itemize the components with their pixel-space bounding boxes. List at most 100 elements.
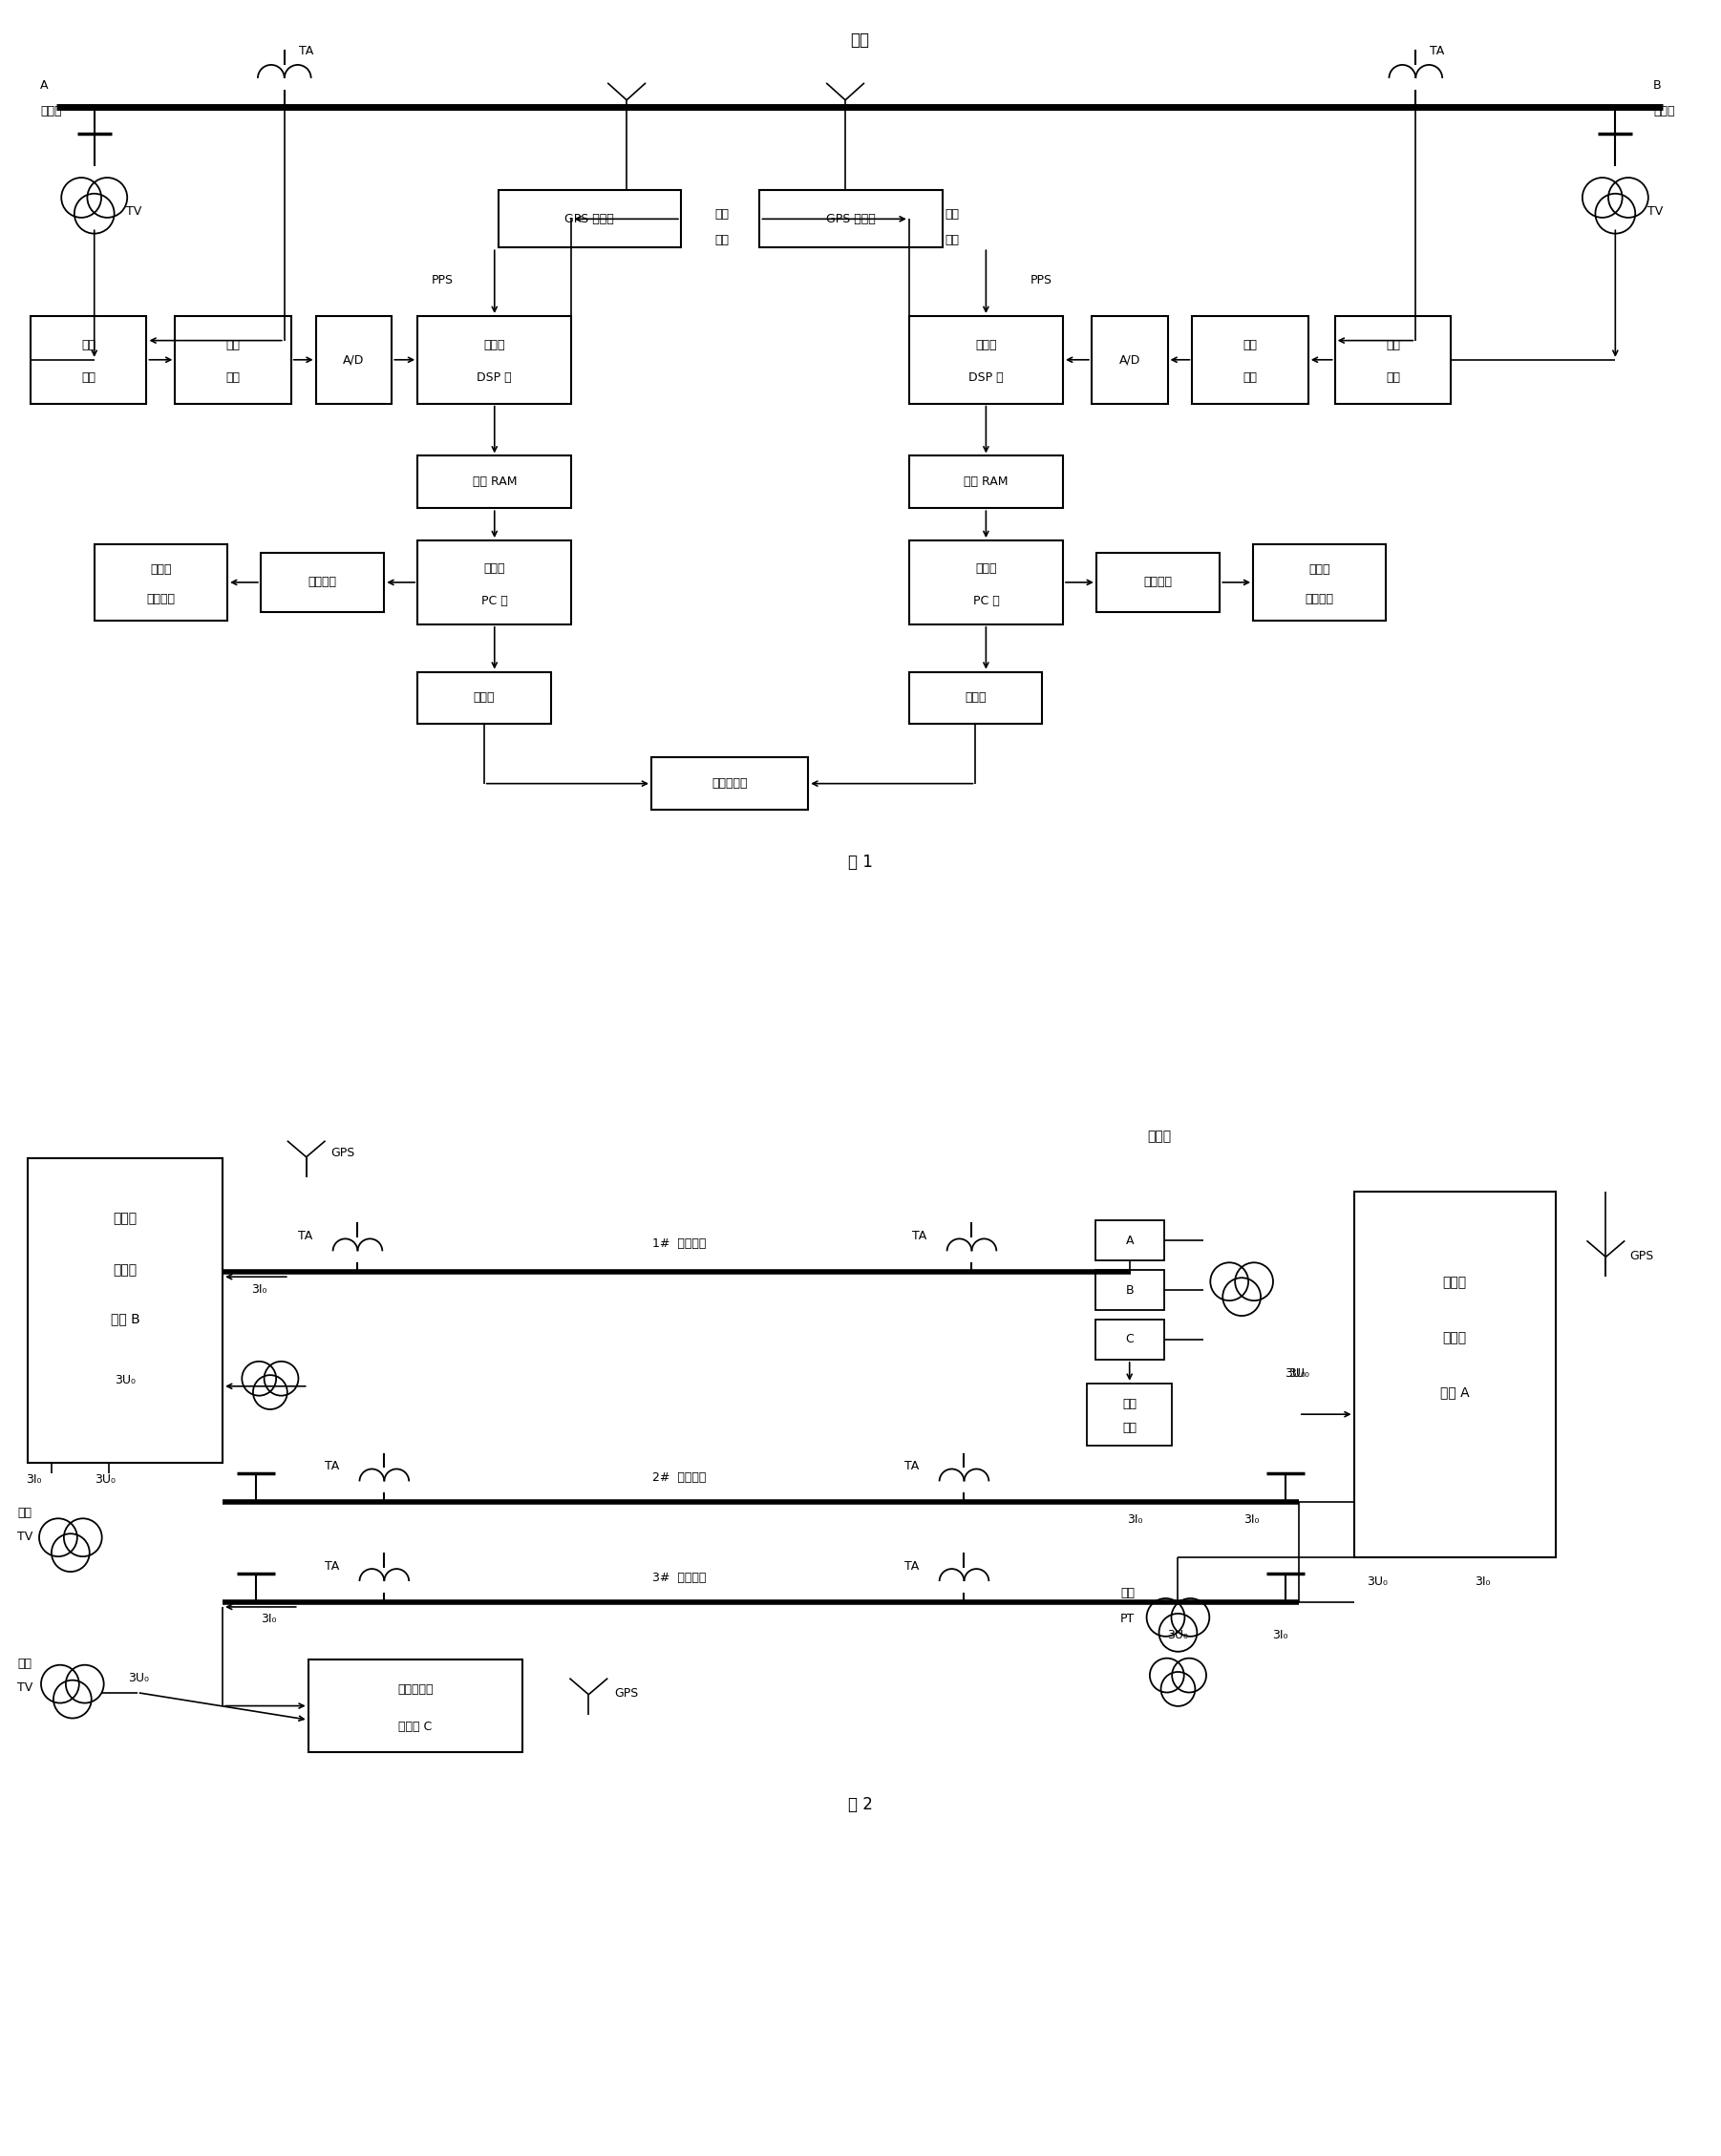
Text: 变电站: 变电站: [40, 106, 62, 119]
Bar: [1193, 317, 1308, 403]
Text: 图 1: 图 1: [848, 854, 873, 871]
Text: 隔离: 隔离: [81, 338, 96, 351]
Text: PT: PT: [1120, 1613, 1134, 1626]
Text: 断路器: 断路器: [1310, 563, 1330, 576]
Bar: [418, 317, 571, 403]
Text: 断路器: 断路器: [1146, 1130, 1170, 1143]
Bar: [95, 543, 227, 621]
Bar: [418, 455, 571, 509]
Text: 3U₀: 3U₀: [1284, 1367, 1306, 1380]
Text: B: B: [1654, 80, 1661, 93]
Text: PPS: PPS: [432, 274, 453, 287]
Text: 3U₀: 3U₀: [1167, 1630, 1189, 1641]
Text: 据采集: 据采集: [1442, 1330, 1466, 1345]
Text: 变电站: 变电站: [1654, 106, 1675, 119]
Bar: [909, 541, 1064, 625]
Text: GPS 接收机: GPS 接收机: [564, 213, 614, 224]
Text: 开出量卡: 开出量卡: [1144, 576, 1172, 589]
Text: 双口 RAM: 双口 RAM: [964, 476, 1009, 487]
Text: 信息: 信息: [945, 233, 959, 246]
Bar: [260, 552, 384, 612]
Text: 隔离: 隔离: [1385, 338, 1399, 351]
Bar: [31, 317, 146, 403]
Text: 3U₀: 3U₀: [115, 1373, 136, 1386]
Text: 变换: 变换: [81, 371, 96, 384]
Text: A/D: A/D: [1119, 354, 1141, 367]
Bar: [1096, 552, 1220, 612]
Text: 系统 A: 系统 A: [1440, 1386, 1470, 1399]
Bar: [1091, 317, 1167, 403]
Text: TV: TV: [1647, 205, 1662, 218]
Text: 以太网: 以太网: [965, 692, 986, 705]
Text: 3U₀: 3U₀: [1366, 1576, 1389, 1587]
Text: 集系统 C: 集系统 C: [398, 1720, 432, 1733]
Text: GPS: GPS: [330, 1147, 355, 1160]
Text: DSP 卡: DSP 卡: [969, 371, 1003, 384]
Text: 系统 B: 系统 B: [110, 1313, 139, 1326]
Text: 母线: 母线: [17, 1507, 33, 1520]
Text: 嵌入式: 嵌入式: [976, 338, 996, 351]
Bar: [909, 455, 1064, 509]
Text: 3I₀: 3I₀: [1475, 1576, 1490, 1587]
Bar: [418, 673, 551, 724]
Text: 断路器: 断路器: [150, 563, 172, 576]
Text: 3U₀: 3U₀: [129, 1673, 150, 1684]
Text: 嵌入式: 嵌入式: [484, 563, 506, 573]
Text: 1#  单相跳闸: 1# 单相跳闸: [652, 1238, 706, 1250]
Text: GPS 接收机: GPS 接收机: [826, 213, 876, 224]
Text: A: A: [1126, 1235, 1134, 1246]
Text: 2#  带电运行: 2# 带电运行: [652, 1470, 706, 1483]
Bar: [1095, 1270, 1163, 1311]
Text: 跳闸信号: 跳闸信号: [1305, 593, 1334, 606]
Bar: [909, 673, 1043, 724]
Text: 3#  带电运行: 3# 带电运行: [652, 1572, 706, 1585]
Text: DSP 卡: DSP 卡: [477, 371, 511, 384]
Bar: [308, 1660, 521, 1753]
Text: TA: TA: [299, 45, 313, 58]
Bar: [1335, 317, 1451, 403]
Text: 3I₀: 3I₀: [1272, 1630, 1287, 1641]
Bar: [1253, 543, 1385, 621]
Text: 母线: 母线: [17, 1658, 33, 1671]
Text: 导航: 导航: [714, 207, 730, 220]
Text: 嵌入式: 嵌入式: [484, 338, 506, 351]
Bar: [28, 1158, 222, 1462]
Text: A/D: A/D: [342, 354, 365, 367]
Bar: [759, 190, 943, 248]
Text: A: A: [40, 80, 48, 93]
Text: 双口 RAM: 双口 RAM: [472, 476, 516, 487]
Text: 图 2: 图 2: [848, 1796, 873, 1813]
Text: TV: TV: [17, 1682, 33, 1695]
Text: 中心计算机: 中心计算机: [712, 778, 747, 789]
Text: 同步数: 同步数: [114, 1212, 138, 1225]
Text: 模拟: 模拟: [1243, 338, 1258, 351]
Text: 母线: 母线: [1120, 1587, 1134, 1600]
Text: 同步数据采: 同步数据采: [398, 1684, 434, 1697]
Text: 信号: 信号: [1122, 1421, 1136, 1434]
Bar: [499, 190, 682, 248]
Text: 滤波: 滤波: [1243, 371, 1258, 384]
Text: C: C: [1126, 1332, 1134, 1345]
Text: TV: TV: [17, 1531, 33, 1544]
Text: GPS: GPS: [1630, 1250, 1654, 1261]
Text: 跳闸: 跳闸: [1122, 1397, 1136, 1410]
Text: 滤波: 滤波: [225, 371, 241, 384]
Text: TA: TA: [325, 1460, 339, 1473]
Bar: [418, 541, 571, 625]
Text: 以太网: 以太网: [473, 692, 496, 705]
Text: GPS: GPS: [614, 1688, 638, 1699]
Text: 同步数: 同步数: [1442, 1276, 1466, 1289]
Text: 嵌入式: 嵌入式: [976, 563, 996, 573]
Text: TA: TA: [905, 1559, 919, 1572]
Text: PC 卡: PC 卡: [482, 595, 508, 608]
Text: TA: TA: [905, 1460, 919, 1473]
Bar: [909, 317, 1064, 403]
Text: 开出量卡: 开出量卡: [308, 576, 337, 589]
Bar: [1354, 1192, 1556, 1557]
Bar: [1086, 1384, 1172, 1445]
Text: TA: TA: [912, 1229, 926, 1242]
Text: 线路: 线路: [850, 32, 869, 50]
Text: 据采集: 据采集: [114, 1263, 138, 1276]
Text: TV: TV: [126, 205, 141, 218]
Bar: [1095, 1319, 1163, 1360]
